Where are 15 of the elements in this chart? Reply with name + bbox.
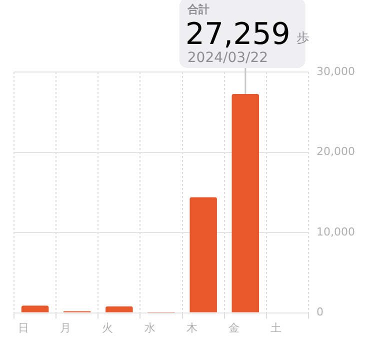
y-tick-label: 30,000 (316, 64, 356, 78)
text: 2024/03/22 (187, 50, 268, 66)
x-tick-label: 月 (60, 321, 72, 334)
y-tick-label: 0 (316, 306, 324, 319)
text: 合計 (186, 3, 210, 16)
text: 歩 (296, 31, 310, 46)
y-tick-label: 10,000 (316, 225, 356, 238)
x-tick-label: 水 (144, 321, 156, 334)
x-tick-label: 日 (18, 321, 30, 334)
y-tick-label: 20,000 (316, 145, 356, 158)
x-tick-label: 土 (270, 321, 282, 334)
x-tick-label: 金 (228, 321, 240, 334)
annotation: 27,259 (185, 17, 290, 52)
x-tick-label: 火 (102, 321, 114, 334)
x-tick-label: 木 (186, 321, 198, 334)
